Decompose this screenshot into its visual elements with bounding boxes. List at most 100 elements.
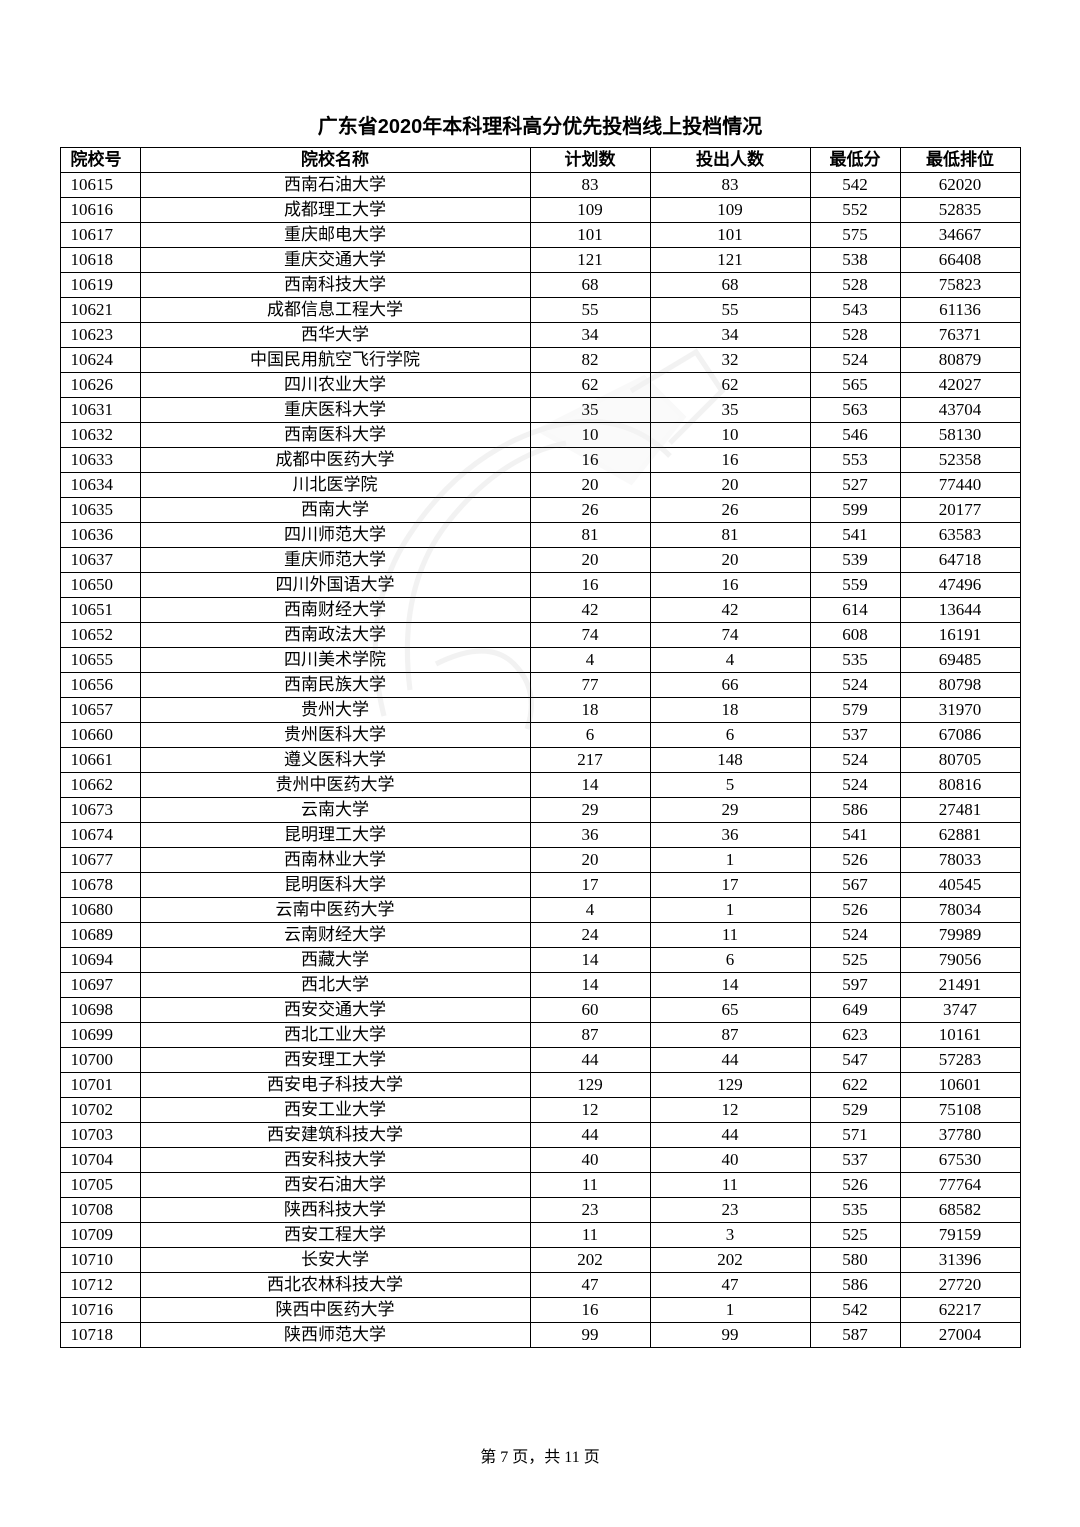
table-row: 10712西北农林科技大学474758627720: [60, 1273, 1020, 1298]
table-cell: 58130: [900, 423, 1020, 448]
table-cell: 10704: [60, 1148, 140, 1173]
table-row: 10651西南财经大学424261413644: [60, 598, 1020, 623]
table-cell: 538: [810, 248, 900, 273]
table-cell: 10678: [60, 873, 140, 898]
table-cell: 5: [650, 773, 810, 798]
table-cell: 83: [530, 173, 650, 198]
table-cell: 4: [530, 898, 650, 923]
table-cell: 622: [810, 1073, 900, 1098]
header-score: 最低分: [810, 148, 900, 173]
table-cell: 16: [650, 448, 810, 473]
table-row: 10705西安石油大学111152677764: [60, 1173, 1020, 1198]
table-cell: 10703: [60, 1123, 140, 1148]
table-cell: 597: [810, 973, 900, 998]
table-cell: 75108: [900, 1098, 1020, 1123]
table-cell: 17: [530, 873, 650, 898]
table-cell: 63583: [900, 523, 1020, 548]
table-cell: 10662: [60, 773, 140, 798]
table-cell: 10626: [60, 373, 140, 398]
table-cell: 529: [810, 1098, 900, 1123]
table-cell: 44: [530, 1123, 650, 1148]
table-cell: 西北农林科技大学: [140, 1273, 530, 1298]
table-row: 10633成都中医药大学161655352358: [60, 448, 1020, 473]
table-cell: 贵州中医药大学: [140, 773, 530, 798]
table-cell: 10700: [60, 1048, 140, 1073]
table-cell: 57283: [900, 1048, 1020, 1073]
table-cell: 贵州大学: [140, 698, 530, 723]
table-cell: 79056: [900, 948, 1020, 973]
table-cell: 79989: [900, 923, 1020, 948]
table-row: 10700西安理工大学444454757283: [60, 1048, 1020, 1073]
table-cell: 10636: [60, 523, 140, 548]
table-cell: 528: [810, 323, 900, 348]
table-cell: 10656: [60, 673, 140, 698]
table-cell: 525: [810, 948, 900, 973]
header-cast: 投出人数: [650, 148, 810, 173]
table-row: 10623西华大学343452876371: [60, 323, 1020, 348]
table-cell: 11: [530, 1223, 650, 1248]
table-cell: 55: [530, 298, 650, 323]
table-cell: 565: [810, 373, 900, 398]
table-cell: 202: [530, 1248, 650, 1273]
table-cell: 4: [650, 648, 810, 673]
table-cell: 80705: [900, 748, 1020, 773]
table-cell: 18: [650, 698, 810, 723]
table-cell: 云南中医药大学: [140, 898, 530, 923]
table-cell: 20: [650, 473, 810, 498]
table-row: 10689云南财经大学241152479989: [60, 923, 1020, 948]
table-cell: 10621: [60, 298, 140, 323]
table-cell: 西安科技大学: [140, 1148, 530, 1173]
table-row: 10694西藏大学14652579056: [60, 948, 1020, 973]
table-cell: 36: [650, 823, 810, 848]
table-cell: 10689: [60, 923, 140, 948]
table-cell: 47: [650, 1273, 810, 1298]
table-cell: 26: [530, 498, 650, 523]
table-cell: 西安工程大学: [140, 1223, 530, 1248]
table-cell: 43704: [900, 398, 1020, 423]
table-row: 10701西安电子科技大学12912962210601: [60, 1073, 1020, 1098]
table-cell: 10631: [60, 398, 140, 423]
table-row: 10637重庆师范大学202053964718: [60, 548, 1020, 573]
table-cell: 10601: [900, 1073, 1020, 1098]
table-row: 10704西安科技大学404053767530: [60, 1148, 1020, 1173]
table-cell: 20: [530, 848, 650, 873]
table-cell: 26: [650, 498, 810, 523]
table-cell: 34: [530, 323, 650, 348]
table-row: 10619西南科技大学686852875823: [60, 273, 1020, 298]
table-cell: 40: [530, 1148, 650, 1173]
table-cell: 14: [530, 973, 650, 998]
table-cell: 77: [530, 673, 650, 698]
table-cell: 10660: [60, 723, 140, 748]
table-cell: 524: [810, 773, 900, 798]
table-cell: 10712: [60, 1273, 140, 1298]
table-cell: 571: [810, 1123, 900, 1148]
table-cell: 10710: [60, 1248, 140, 1273]
table-cell: 10651: [60, 598, 140, 623]
table-cell: 西安理工大学: [140, 1048, 530, 1073]
table-cell: 542: [810, 1298, 900, 1323]
table-cell: 16: [530, 448, 650, 473]
table-cell: 16191: [900, 623, 1020, 648]
table-cell: 87: [650, 1023, 810, 1048]
table-cell: 四川师范大学: [140, 523, 530, 548]
table-row: 10697西北大学141459721491: [60, 973, 1020, 998]
table-cell: 542: [810, 173, 900, 198]
table-cell: 10655: [60, 648, 140, 673]
table-cell: 99: [530, 1323, 650, 1348]
table-cell: 101: [650, 223, 810, 248]
table-cell: 42: [650, 598, 810, 623]
table-row: 10655四川美术学院4453569485: [60, 648, 1020, 673]
table-cell: 西南民族大学: [140, 673, 530, 698]
table-cell: 535: [810, 1198, 900, 1223]
table-cell: 20: [530, 473, 650, 498]
table-cell: 36: [530, 823, 650, 848]
table-cell: 10617: [60, 223, 140, 248]
table-cell: 西南林业大学: [140, 848, 530, 873]
table-row: 10617重庆邮电大学10110157534667: [60, 223, 1020, 248]
table-cell: 42027: [900, 373, 1020, 398]
table-row: 10718陕西师范大学999958727004: [60, 1323, 1020, 1348]
table-cell: 35: [650, 398, 810, 423]
table-cell: 西安交通大学: [140, 998, 530, 1023]
table-cell: 121: [650, 248, 810, 273]
table-cell: 60: [530, 998, 650, 1023]
